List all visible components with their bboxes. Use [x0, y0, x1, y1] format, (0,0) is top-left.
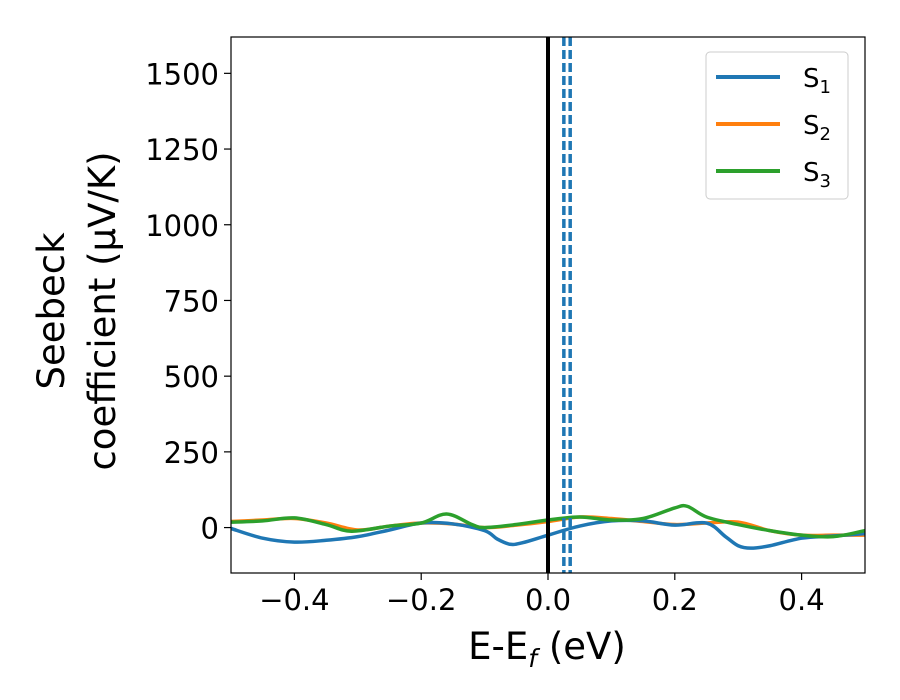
- axis-ticks-layer: −0.4 −0.2 0.0 0.2 0.4 0 250 500 750 1000 1250 1500: [145, 57, 824, 617]
- x-axis-title: E-Ef (eV): [468, 625, 626, 673]
- y-tick-label: 1500: [145, 57, 219, 91]
- x-tick-label: −0.4: [259, 583, 329, 617]
- legend-label-s3: S3: [803, 158, 831, 192]
- y-tick-label: 250: [164, 436, 219, 470]
- y-tick-label: 1250: [145, 133, 219, 167]
- y-tick-label: 1000: [145, 209, 219, 243]
- legend-label-s1: S1: [803, 64, 831, 98]
- legend-label-s2: S2: [803, 111, 831, 145]
- x-tick-label: 0.0: [525, 583, 571, 617]
- y-tick-label: 500: [164, 360, 219, 394]
- y-tick-label: 750: [164, 284, 219, 318]
- plot-lines-layer: [231, 37, 865, 573]
- y-tick-label: 0: [201, 512, 219, 546]
- y-axis-title-line1: Seebeck: [30, 232, 73, 390]
- x-tick-label: −0.2: [386, 583, 456, 617]
- x-axis-title-main: E-E: [468, 625, 528, 668]
- x-tick-label: 0.4: [779, 583, 825, 617]
- y-axis-title-line2: coefficient (μV/K): [81, 151, 124, 470]
- x-tick-label: 0.2: [652, 583, 698, 617]
- x-axis-title-unit: (eV): [537, 625, 626, 668]
- legend: S1 S2 S3: [705, 51, 849, 200]
